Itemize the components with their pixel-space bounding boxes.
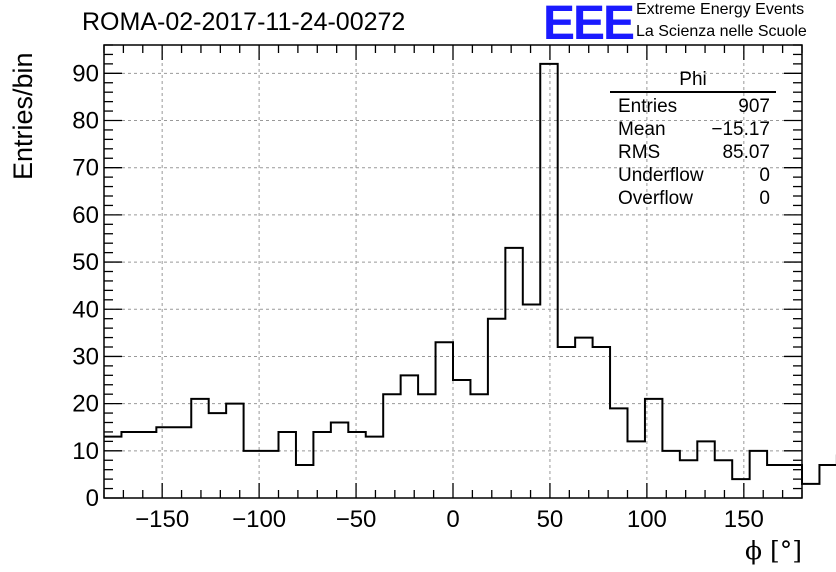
histogram-bin bbox=[680, 460, 697, 498]
stats-label: Underflow bbox=[618, 165, 704, 186]
histogram-bin bbox=[767, 465, 784, 498]
stats-label: Entries bbox=[618, 96, 678, 117]
histogram-bin bbox=[453, 380, 470, 498]
y-tick-label: 30 bbox=[72, 343, 99, 370]
tick-labels: −150 −100 −50 0 50 100 150 0 10 20 30 40 50 60 70 80 90 bbox=[72, 60, 764, 533]
y-tick-label: 50 bbox=[72, 249, 99, 276]
histogram-bin bbox=[244, 451, 261, 498]
stats-value: 907 bbox=[738, 96, 770, 117]
histogram-bin bbox=[662, 451, 679, 498]
stats-row-rms: RMS 85.07 bbox=[610, 141, 776, 164]
stats-value: 85.07 bbox=[722, 142, 770, 163]
y-tick-label: 10 bbox=[72, 438, 99, 465]
histogram-outline bbox=[104, 62, 836, 485]
histogram-bin bbox=[802, 484, 819, 498]
y-tick-label: 70 bbox=[72, 155, 99, 182]
x-axis-label: ϕ [°] bbox=[745, 536, 802, 565]
eee-logo-line1: Extreme Energy Events bbox=[636, 1, 805, 18]
histogram-bin bbox=[261, 451, 278, 498]
stats-label: RMS bbox=[618, 142, 661, 163]
stats-row-overflow: Overflow 0 bbox=[610, 187, 776, 210]
stats-value: 0 bbox=[759, 188, 770, 209]
histogram-bars bbox=[104, 62, 836, 499]
histogram-bin bbox=[313, 432, 330, 498]
histogram-bin bbox=[366, 437, 383, 498]
eee-logo-line2: La Scienza nelle Scuole bbox=[636, 23, 807, 40]
histogram-bin bbox=[191, 399, 208, 498]
histogram-bin bbox=[523, 305, 540, 498]
y-tick-label: 90 bbox=[72, 60, 99, 87]
histogram-bin bbox=[418, 394, 435, 498]
histogram-bin bbox=[645, 399, 662, 498]
histogram-bin bbox=[156, 427, 173, 498]
x-tick-label: 50 bbox=[537, 506, 564, 533]
histogram-bin bbox=[226, 404, 243, 498]
x-tick-label: 100 bbox=[627, 506, 667, 533]
y-tick-label: 80 bbox=[72, 108, 99, 135]
histogram-bin bbox=[505, 248, 522, 498]
histogram-bin bbox=[593, 347, 610, 498]
histogram-bin bbox=[436, 342, 453, 498]
histogram-bin bbox=[401, 375, 418, 498]
y-tick-label: 60 bbox=[72, 202, 99, 229]
histogram-bin bbox=[331, 423, 348, 499]
y-tick-label: 0 bbox=[86, 485, 99, 512]
histogram-bin bbox=[610, 408, 627, 498]
histogram-bin bbox=[628, 441, 645, 498]
chart-title: ROMA-02-2017-11-24-00272 bbox=[82, 8, 406, 36]
stats-label: Overflow bbox=[618, 188, 693, 209]
grid-lines bbox=[104, 45, 802, 498]
histogram-bin bbox=[121, 432, 138, 498]
eee-logo: EEE bbox=[543, 0, 635, 50]
histogram-bin bbox=[296, 465, 313, 498]
histogram-bin bbox=[139, 432, 156, 498]
histogram-bin bbox=[279, 432, 296, 498]
stats-box-title: Phi bbox=[610, 70, 776, 93]
x-tick-label: −100 bbox=[232, 506, 286, 533]
stats-row-underflow: Underflow 0 bbox=[610, 164, 776, 187]
eee-logo-letters: EEE bbox=[543, 0, 635, 50]
histogram-bin bbox=[697, 441, 714, 498]
histogram-bin bbox=[732, 479, 749, 498]
histogram-bin bbox=[383, 394, 400, 498]
stats-value: 0 bbox=[759, 165, 770, 186]
histogram-bin bbox=[209, 413, 226, 498]
stats-box: Phi Entries 907 Mean −15.17 RMS 85.07 Underflo… bbox=[610, 70, 776, 210]
histogram-bin bbox=[348, 432, 365, 498]
stats-row-entries: Entries 907 bbox=[610, 95, 776, 118]
stats-row-mean: Mean −15.17 bbox=[610, 118, 776, 141]
histogram-bin bbox=[174, 427, 191, 498]
axis-ticks bbox=[103, 44, 803, 499]
y-tick-label: 40 bbox=[72, 296, 99, 323]
histogram-bin bbox=[470, 394, 487, 498]
y-tick-label: 20 bbox=[72, 391, 99, 418]
stats-value: −15.17 bbox=[711, 119, 770, 140]
x-tick-label: −50 bbox=[336, 506, 377, 533]
x-tick-label: 0 bbox=[446, 506, 459, 533]
x-tick-label: 150 bbox=[724, 506, 764, 533]
stats-label: Mean bbox=[618, 119, 666, 140]
histogram-bin bbox=[540, 64, 557, 498]
histogram-bin bbox=[750, 451, 767, 498]
histogram-bin bbox=[488, 319, 505, 498]
histogram-bin bbox=[575, 338, 592, 498]
x-tick-label: −150 bbox=[135, 506, 189, 533]
histogram-bin bbox=[819, 465, 836, 498]
histogram-bin bbox=[558, 347, 575, 498]
histogram-bin bbox=[715, 460, 732, 498]
